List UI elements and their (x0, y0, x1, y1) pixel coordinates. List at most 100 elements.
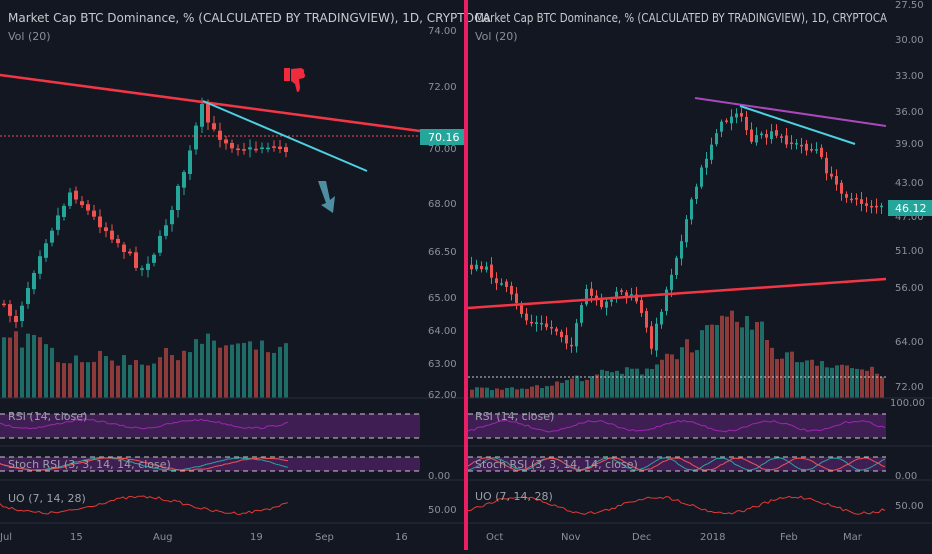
volume-bar (56, 362, 60, 398)
volume-bar (635, 368, 639, 398)
left-uo-line (0, 495, 289, 515)
left-rsi-line (0, 418, 289, 430)
volume-bar (158, 357, 162, 398)
right-red-trendline[interactable] (467, 277, 887, 310)
candle (485, 266, 488, 270)
candle (260, 147, 264, 149)
volume-bar (164, 347, 168, 398)
candle (74, 190, 78, 200)
volume-bar (845, 365, 849, 398)
volume-bar (795, 362, 799, 398)
candle (815, 149, 818, 151)
left-stoch-k-line (0, 457, 289, 471)
volume-bar (20, 347, 24, 398)
candle (68, 192, 72, 206)
volume-bar (875, 373, 879, 398)
candle (595, 295, 598, 300)
candle (585, 288, 588, 305)
candle (278, 146, 282, 149)
left-y-tick: 66.50 (428, 247, 457, 258)
candle (14, 316, 18, 323)
candle (810, 149, 813, 151)
right-stoch-tick: 0.00 (895, 471, 917, 482)
volume-bar (615, 370, 619, 398)
candle (790, 142, 793, 145)
volume-bar (266, 352, 270, 398)
volume-bar (14, 331, 18, 398)
volume-bar (715, 324, 719, 398)
volume-bar (152, 363, 156, 398)
right-y-ticks: 27.50 30.00 33.00 36.00 39.00 43.00 47.0… (890, 0, 925, 512)
candle (206, 102, 210, 123)
candle (780, 136, 783, 138)
right-volume-label: Vol (20) (475, 30, 518, 43)
candle (700, 167, 703, 187)
left-uo-label: UO (7, 14, 28) (8, 492, 86, 505)
right-cyan-trendline[interactable] (739, 105, 856, 145)
candle (134, 252, 138, 268)
candle (615, 291, 618, 299)
volume-bar (765, 339, 769, 398)
volume-bar (585, 379, 589, 398)
volume-bar (480, 387, 484, 398)
volume-bar (122, 355, 126, 398)
candle (765, 134, 768, 138)
left-x-tick: 16 (395, 532, 408, 543)
right-rsi-tick: 100.00 (890, 398, 925, 409)
candle (580, 305, 583, 323)
volume-bar (146, 365, 150, 398)
candle (248, 147, 252, 150)
left-last-price: 70.16 (428, 131, 460, 144)
left-x-tick: Jul (0, 532, 12, 543)
volume-bar (128, 364, 132, 398)
volume-bar (545, 386, 549, 398)
candle (50, 230, 54, 243)
candle (32, 272, 36, 290)
volume-bar (86, 362, 90, 398)
volume-bar (860, 369, 864, 398)
volume-bar (565, 380, 569, 398)
volume-bar (850, 368, 854, 398)
volume-bar (170, 355, 174, 398)
right-x-tick: 2018 (700, 532, 725, 543)
right-y-tick: 64.00 (895, 337, 924, 348)
right-x-tick: Mar (843, 532, 863, 543)
candle (675, 257, 678, 275)
candle (745, 116, 748, 131)
candle (224, 139, 228, 144)
left-cyan-trendline[interactable] (202, 100, 368, 172)
volume-bar (530, 386, 534, 398)
volume-bar (560, 382, 564, 398)
right-purple-trendline[interactable] (694, 97, 887, 127)
left-y-tick: 65.00 (428, 293, 457, 304)
candle (875, 205, 878, 208)
candle (710, 144, 713, 160)
volume-bar (720, 315, 724, 398)
volume-bar (620, 373, 624, 398)
volume-bar (520, 388, 524, 398)
volume-bar (595, 374, 599, 398)
candle (200, 103, 204, 127)
volume-bar (810, 359, 814, 398)
volume-bar (490, 390, 494, 398)
volume-bar (248, 341, 252, 398)
candle (845, 194, 848, 198)
volume-bar (110, 360, 114, 398)
candle (695, 186, 698, 199)
volume-bar (645, 368, 649, 398)
candle (645, 311, 648, 328)
left-stoch-d-line (0, 457, 289, 471)
volume-bar (700, 330, 704, 398)
volume-bar (176, 360, 180, 398)
candle (720, 121, 723, 132)
left-chart: Market Cap BTC Dominance, % (CALCULATED … (0, 11, 491, 543)
volume-bar (600, 369, 604, 398)
candle (86, 204, 90, 211)
volume-bar (665, 353, 669, 398)
candle (80, 201, 84, 206)
candle (635, 294, 638, 302)
volume-bar (224, 345, 228, 398)
candle (620, 290, 623, 292)
volume-bar (800, 362, 804, 398)
